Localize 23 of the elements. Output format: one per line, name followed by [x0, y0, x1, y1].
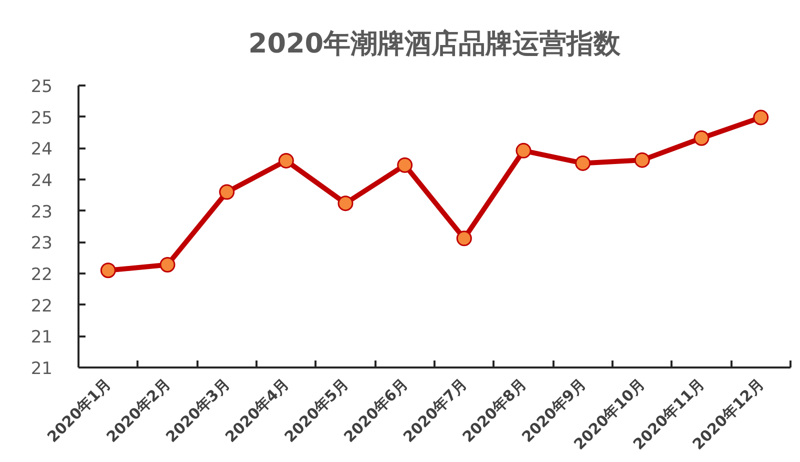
point	[219, 184, 235, 200]
y-tick-label: 22	[30, 265, 53, 285]
y-tick-label: 23	[30, 202, 53, 222]
point	[278, 152, 294, 168]
point	[100, 262, 116, 278]
point	[694, 130, 710, 146]
y-tick-label: 25	[30, 77, 53, 97]
point	[753, 110, 769, 126]
point	[456, 230, 472, 246]
y-tick-label: 21	[30, 328, 53, 348]
point	[160, 256, 176, 272]
y-tick-label: 22	[30, 296, 53, 316]
y-tick-label: 24	[30, 140, 53, 160]
y-tick-label: 21	[30, 359, 53, 379]
point	[338, 196, 354, 212]
y-tick-label: 25	[30, 108, 53, 128]
point	[397, 157, 413, 173]
y-tick-label: 23	[30, 234, 53, 254]
point	[516, 142, 532, 158]
point	[575, 155, 591, 171]
point	[634, 152, 650, 168]
chart-title: 2020年潮牌酒店品牌运营指数	[248, 28, 622, 60]
y-tick-label: 24	[30, 171, 53, 191]
